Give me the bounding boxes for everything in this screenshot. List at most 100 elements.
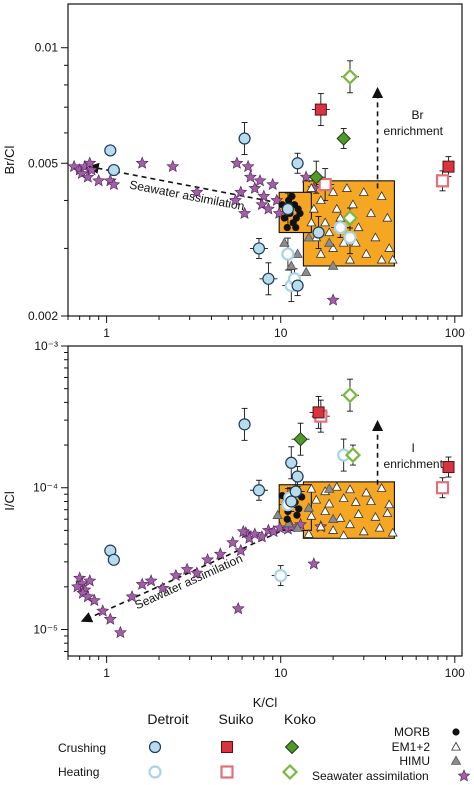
- detroit-crushing-point: [107, 163, 120, 177]
- em1-2-point: [331, 203, 342, 213]
- em1-2-point: [384, 499, 395, 509]
- em1-2-point: [324, 227, 335, 237]
- legend-em1-2: [451, 741, 461, 751]
- legend-symbol-label: MORB: [394, 725, 430, 739]
- legend-suiko-crushing: [221, 741, 233, 753]
- suiko-heating-point: [318, 177, 332, 192]
- em1-2-point: [376, 254, 387, 264]
- detroit-crushing-point: [291, 157, 304, 170]
- detroit-crushing-point: [289, 485, 302, 498]
- y-tick-label: 10⁻⁵: [33, 622, 58, 636]
- himu-point: [283, 517, 294, 528]
- em1-2-point: [320, 217, 331, 227]
- detroit-heating-point: [281, 247, 295, 261]
- detroit-crushing-point: [285, 456, 298, 469]
- seawater-assimilation-point: [103, 612, 117, 625]
- seawater-assimilation-point: [180, 562, 194, 575]
- suiko-crushing-point: [442, 160, 455, 173]
- morb-point: [295, 505, 303, 513]
- suiko-crushing-point: [312, 406, 325, 419]
- detroit-crushing-point: [281, 202, 295, 216]
- em1-2-point: [361, 248, 372, 258]
- seawater-assimilation-point: [299, 170, 313, 183]
- em1-2-point: [331, 481, 342, 491]
- em1-2-point: [328, 187, 339, 196]
- em1-2-point: [361, 487, 372, 497]
- legend-suiko-heating: [220, 765, 234, 779]
- seawater-assimilation-point: [156, 581, 170, 594]
- legend-symbol-label: EM1+2: [392, 740, 431, 754]
- seawater-assimilation-point: [135, 156, 149, 169]
- detroit-crushing-point: [285, 495, 298, 508]
- detroit-heating-point: [333, 220, 347, 235]
- legend-detroit-crushing: [148, 740, 162, 754]
- himu-point: [303, 502, 315, 512]
- em1-2-point: [338, 530, 349, 540]
- em1-2-point: [382, 507, 393, 517]
- y-tick-label: 0.005: [28, 156, 58, 170]
- koko-crushing-point: [293, 431, 308, 447]
- himu-point: [286, 260, 297, 270]
- em1-2-point: [347, 199, 358, 209]
- legend-group-title: Detroit: [147, 711, 188, 727]
- detroit-crushing-point: [104, 144, 117, 157]
- suiko-heating-point: [435, 481, 450, 495]
- detroit-crushing-point: [107, 553, 120, 566]
- em1-2-point: [350, 496, 361, 506]
- seawater-assimilation-point: [231, 602, 245, 615]
- morb-point: [283, 223, 291, 232]
- himu-point: [327, 513, 339, 523]
- seawater-assimilation-point: [87, 593, 101, 607]
- em1-2-point: [353, 508, 364, 518]
- morb-point: [293, 511, 301, 519]
- legend-row-label: Crushing: [58, 741, 106, 755]
- em1-2-point: [303, 528, 314, 538]
- himu-point: [279, 237, 290, 247]
- em1-2-point: [366, 208, 376, 218]
- em1-2-point: [370, 232, 381, 242]
- legend-himu: [450, 755, 462, 765]
- em1-2-point: [387, 527, 398, 537]
- panel-br-cl: 1 10 100 0.002 0.005 0.01 Br/Cl Seawater assimi…: [2, 3, 465, 340]
- seawater-assimilation-point: [234, 185, 248, 198]
- seawater-assimilation-point: [234, 543, 248, 557]
- em1-2-point: [384, 243, 395, 252]
- seawater-assimilation-point: [229, 193, 242, 206]
- enrichment-label: enrichment: [384, 457, 444, 471]
- em1-2-point: [320, 506, 331, 516]
- em1-2-point: [345, 484, 355, 494]
- detroit-crushing-point: [252, 484, 266, 497]
- himu-point: [292, 248, 303, 258]
- detroit-crushing-point: [252, 242, 266, 255]
- x-tick-label: 1: [103, 666, 110, 680]
- em1-2-point: [358, 187, 369, 196]
- seawater-assimilation-point: [326, 293, 340, 306]
- seawater-assimilation-point: [307, 557, 321, 570]
- morb-point: [296, 209, 304, 218]
- koko-heating-point: [341, 209, 359, 227]
- seawater-assimilation-point: [125, 590, 139, 603]
- himu-point: [272, 509, 283, 519]
- enrichment-label: Br: [412, 108, 424, 122]
- koko-heating-point: [341, 387, 359, 404]
- himu-point: [327, 260, 339, 270]
- seawater-assimilation-point: [266, 177, 280, 191]
- plot-frame: [67, 345, 463, 657]
- seawater-assimilation-point: [201, 552, 215, 566]
- trend-arrow: [80, 527, 289, 623]
- enrichment-label: enrichment: [384, 124, 444, 138]
- detroit-crushing-point: [262, 272, 275, 285]
- koko-crushing-point: [309, 169, 324, 185]
- x-tick-label: 10: [274, 666, 288, 680]
- seawater-assimilation-point: [71, 580, 84, 593]
- seawater-assimilation-point: [253, 174, 267, 187]
- morb-point: [283, 515, 291, 523]
- seawater-assimilation-point: [190, 185, 204, 198]
- seawater-assimilation-point: [248, 181, 262, 194]
- y-tick-label: 10⁻⁴: [33, 481, 58, 495]
- y-tick-label: 10⁻³: [34, 339, 58, 353]
- seawater-assimilation-point: [113, 625, 127, 639]
- seawater-assimilation-point: [230, 156, 244, 169]
- morb-point: [288, 192, 296, 200]
